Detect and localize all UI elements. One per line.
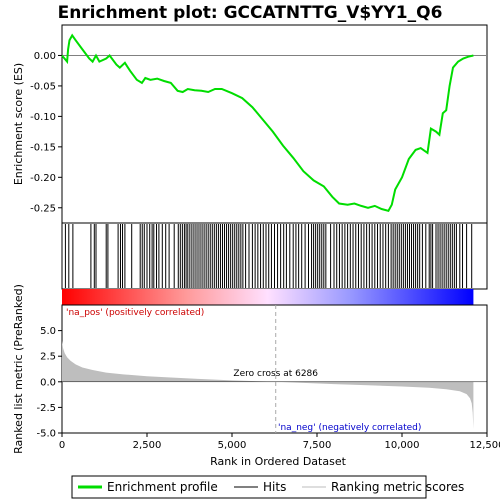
x-tick-label: 0 [59, 440, 65, 451]
metric-axis-label: Ranked list metric (PreRanked) [12, 284, 25, 454]
x-tick-label: 10,000 [385, 440, 420, 451]
es-tick-label: -0.20 [30, 173, 56, 184]
es-tick-label: 0.00 [34, 51, 56, 62]
x-tick-label: 5,000 [218, 440, 247, 451]
legend-hits-label: Hits [263, 480, 286, 494]
es-tick-label: -0.05 [30, 81, 56, 92]
metric-tick-label: 2.5 [40, 352, 56, 363]
es-tick-label: -0.15 [30, 142, 56, 153]
es-axis-label: Enrichment score (ES) [12, 63, 25, 185]
legend-es-label: Enrichment profile [107, 480, 218, 494]
hit-marks [64, 224, 473, 288]
metric-tick-label: 5.0 [40, 326, 56, 337]
zero-cross-label: Zero cross at 6286 [233, 369, 318, 379]
metric-tick-label: -5.0 [36, 429, 56, 440]
chart-title: Enrichment plot: GCCATNTTG_V$YY1_Q6 [58, 3, 443, 23]
metric-tick-label: -2.5 [36, 403, 56, 414]
es-panel [61, 24, 488, 224]
x-tick-label: 7,500 [303, 440, 332, 451]
es-tick-label: -0.25 [30, 203, 56, 214]
x-tick-label: 12,500 [470, 440, 500, 451]
legend-metric-label: Ranking metric scores [331, 480, 464, 494]
x-axis-label: Rank in Ordered Dataset [210, 455, 347, 468]
rank-color-bar [62, 289, 474, 305]
x-tick-label: 2,500 [133, 440, 162, 451]
pos-correlated-label: 'na_pos' (positively correlated) [66, 308, 204, 318]
es-axis: 0.00 -0.05 -0.10 -0.15 -0.20 -0.25 [30, 51, 62, 214]
metric-axis: 5.0 2.5 0.0 -2.5 -5.0 [36, 326, 62, 440]
es-tick-label: -0.10 [30, 112, 56, 123]
legend: Enrichment profile Hits Ranking metric s… [71, 475, 464, 499]
x-axis: 0 2,500 5,000 7,500 10,000 12,500 [59, 433, 500, 451]
ranking-metric-area [62, 340, 474, 429]
metric-tick-label: 0.0 [40, 377, 56, 388]
neg-correlated-label: 'na_neg' (negatively correlated) [278, 423, 421, 433]
es-profile-line [61, 33, 474, 212]
